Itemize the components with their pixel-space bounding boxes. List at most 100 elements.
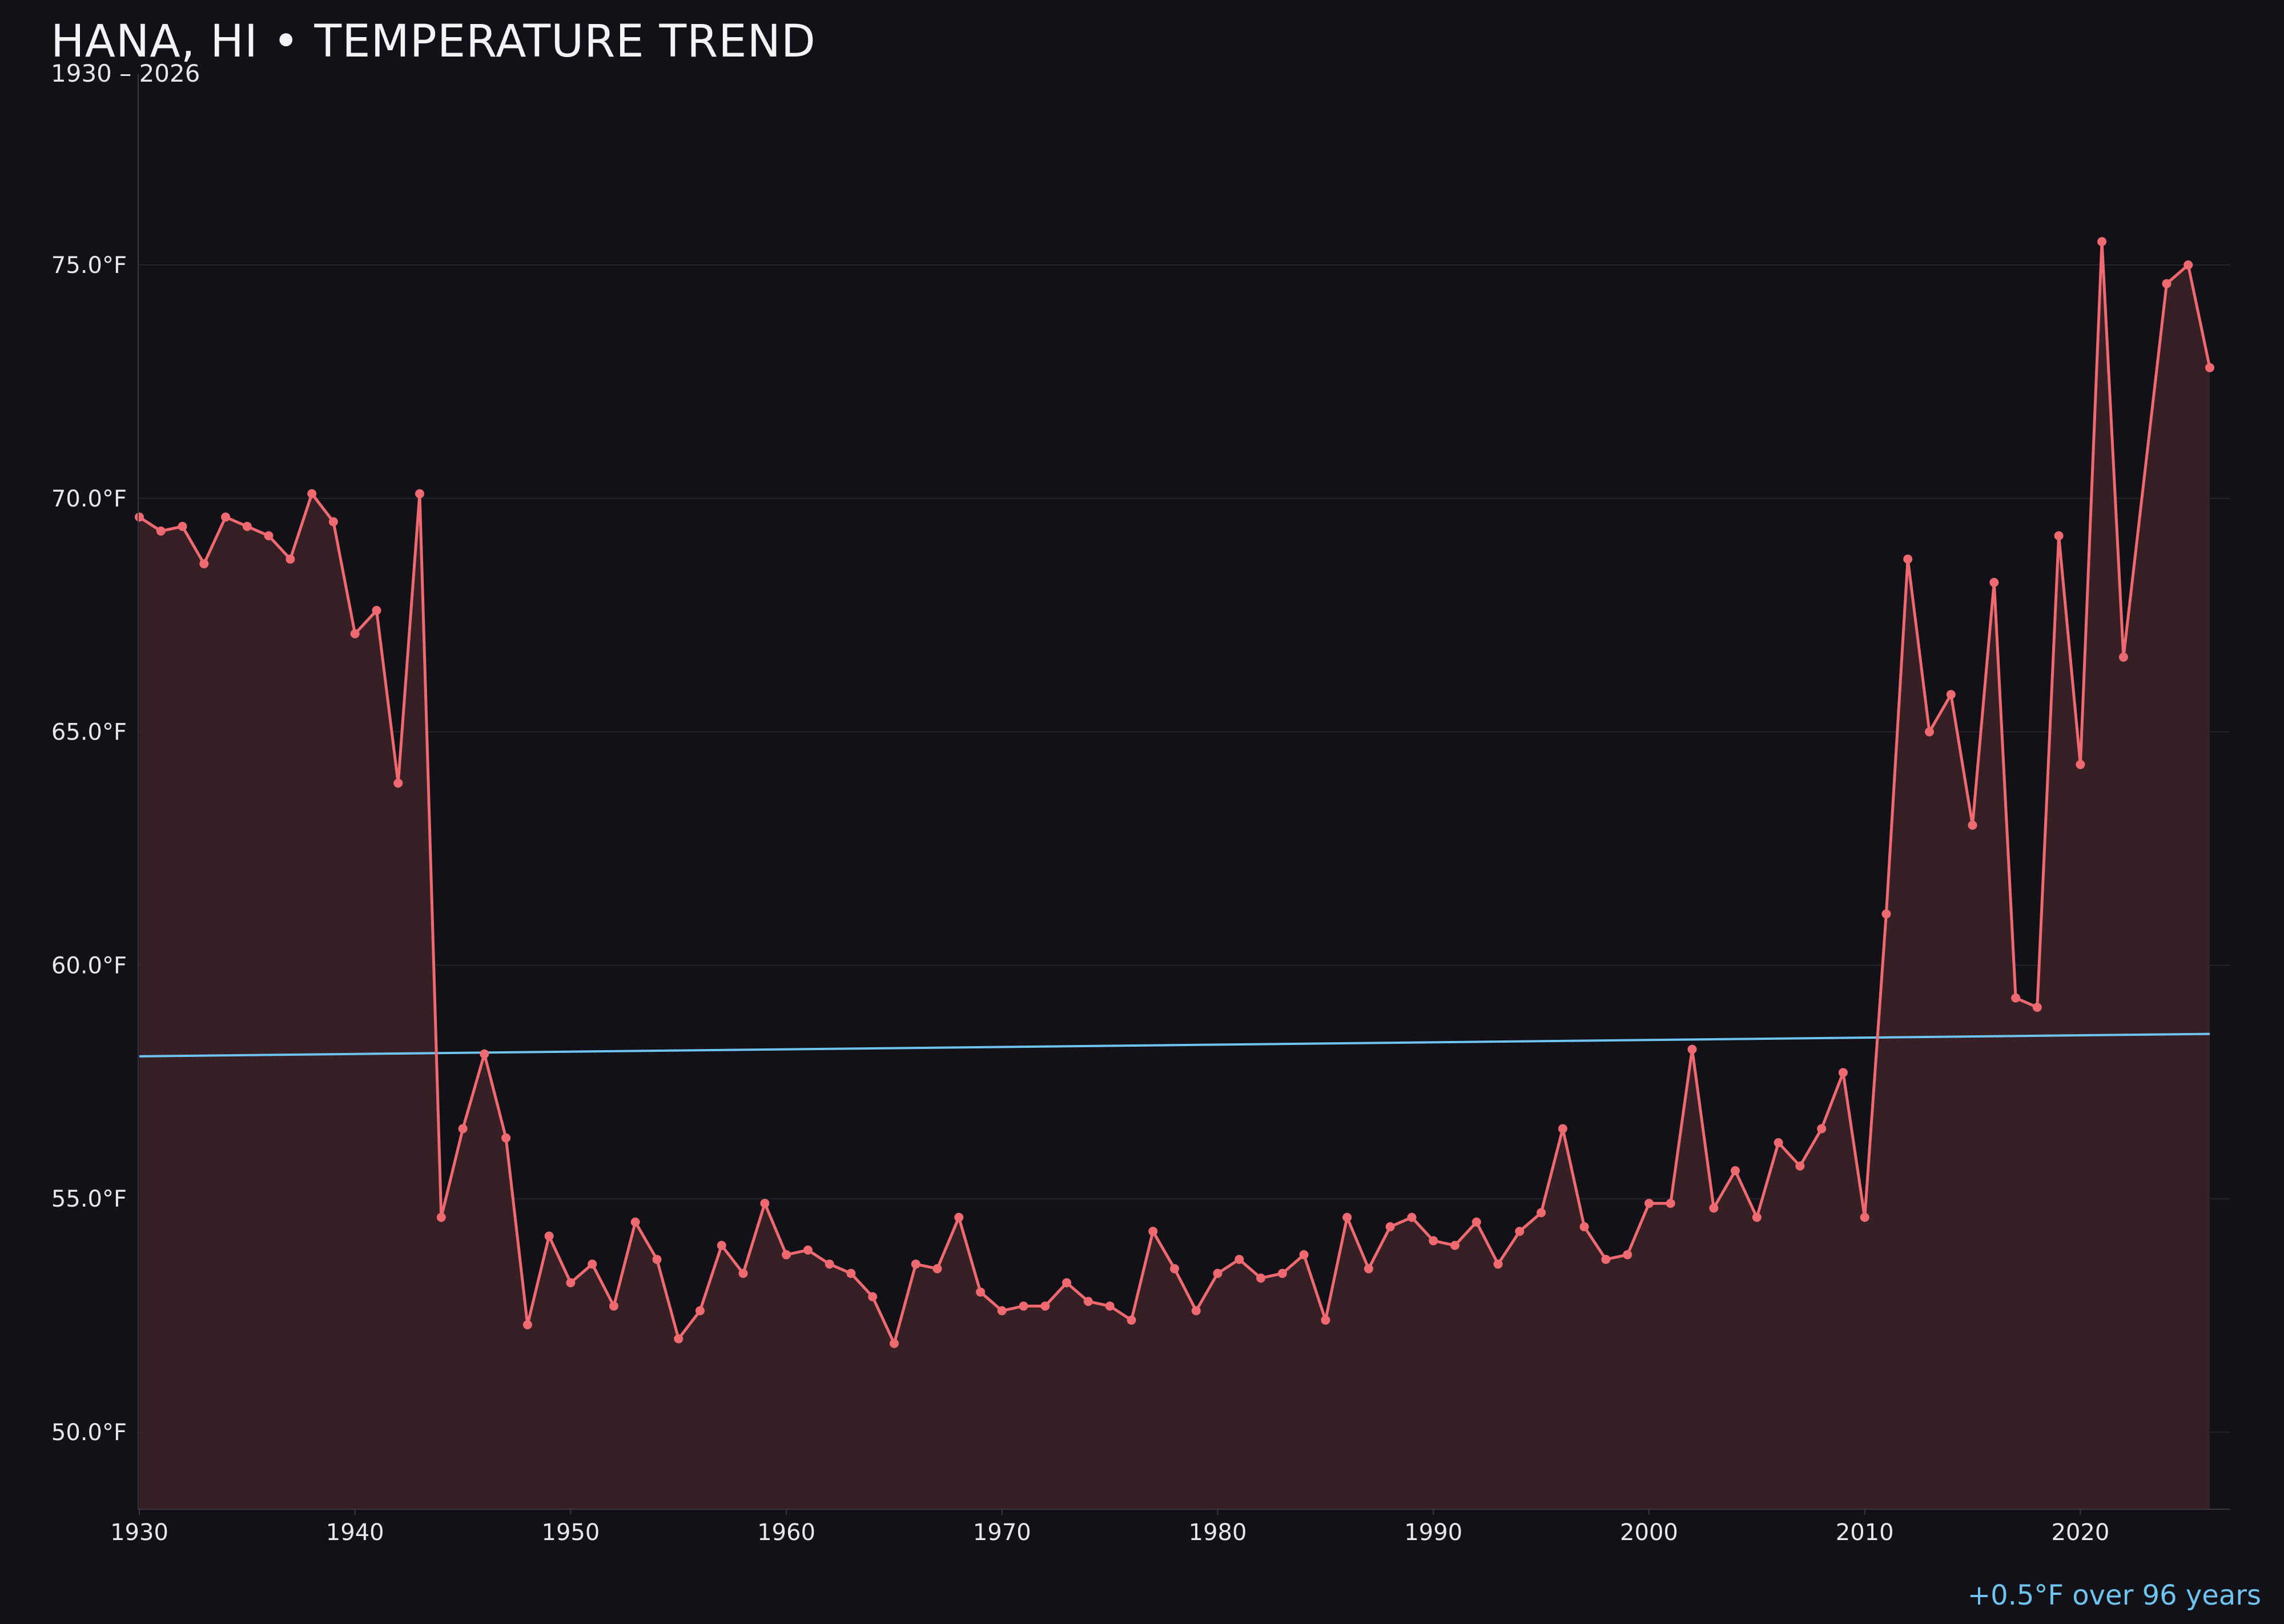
data-point [1774,1138,1783,1148]
data-point [1040,1301,1050,1311]
data-point [242,521,252,531]
data-point [868,1292,878,1301]
data-point [2162,279,2172,288]
data-point [2032,1003,2042,1012]
y-tick-label: 65.0°F [51,719,127,746]
data-point [286,554,295,564]
data-point [1817,1124,1827,1133]
data-point [1579,1222,1589,1232]
data-point [1558,1124,1567,1133]
data-point [1795,1161,1805,1171]
data-point [2118,652,2128,662]
data-point [2076,759,2085,769]
data-point [436,1212,446,1222]
data-point [1731,1166,1740,1176]
data-point [1881,909,1891,919]
data-point [372,606,381,615]
temperature-series-line [138,240,2211,1345]
y-tick-label: 55.0°F [51,1186,127,1212]
data-point [199,559,209,569]
data-point [221,512,231,522]
data-point [1321,1315,1330,1325]
data-point [522,1320,532,1329]
data-point [1687,1044,1697,1054]
data-point [1903,554,1913,564]
data-point [674,1334,683,1344]
data-point [458,1124,468,1133]
data-point [1601,1255,1611,1264]
data-point [307,489,317,499]
data-point [825,1259,834,1269]
data-point [1946,690,1956,700]
data-point [1235,1255,1244,1264]
x-tick-label: 1990 [1404,1520,1462,1546]
data-point [1062,1278,1072,1288]
data-point [976,1287,986,1297]
data-point [1515,1227,1525,1236]
data-point [1471,1217,1481,1227]
data-point [652,1255,662,1264]
data-point [415,489,424,499]
data-point [1450,1241,1459,1250]
data-point [1083,1297,1093,1307]
y-tick-label: 50.0°F [51,1420,127,1446]
data-point [717,1241,726,1250]
chart-title: HANA, HI • TEMPERATURE TREND [51,16,816,67]
area-fill [139,242,2210,1509]
data-point [1019,1301,1028,1311]
x-tick-label: 1930 [110,1520,168,1546]
x-tick-label: 1980 [1189,1520,1247,1546]
data-point [1148,1227,1158,1236]
temperature-area [139,242,2210,1509]
data-point [1299,1250,1309,1260]
data-point [566,1278,576,1288]
data-point [738,1269,748,1278]
data-point [1709,1203,1719,1213]
data-point [2184,260,2193,270]
data-point [501,1133,511,1143]
x-tick-label: 1970 [973,1520,1031,1546]
x-tick-label: 1960 [757,1520,815,1546]
data-point [1537,1208,1546,1217]
data-point [1170,1264,1179,1273]
data-point [911,1259,920,1269]
data-point [760,1199,770,1208]
data-point [846,1269,856,1278]
data-point [1838,1068,1848,1078]
data-point [2011,993,2021,1003]
data-point [480,1049,489,1059]
data-point [609,1301,618,1311]
data-point [997,1306,1007,1316]
data-point [1277,1269,1287,1278]
data-point [1925,727,1934,737]
data-point [1429,1236,1438,1245]
data-point [1213,1269,1223,1278]
data-point [1968,821,1977,830]
data-point [1127,1315,1136,1325]
data-point [393,778,403,788]
series-line-group [138,240,2211,1345]
data-point [2205,363,2214,372]
data-point [1752,1212,1762,1222]
data-point [328,517,338,526]
data-point [1105,1301,1115,1311]
data-point [1623,1250,1632,1260]
data-point [1860,1212,1869,1222]
data-point [932,1264,942,1273]
data-point [1666,1199,1675,1208]
data-point [1989,578,1999,587]
data-point [350,629,360,638]
data-point [782,1250,791,1260]
data-point [2054,531,2064,541]
data-point [178,521,187,531]
y-tick-label: 60.0°F [51,952,127,979]
y-tick-label: 70.0°F [51,486,127,512]
data-point [695,1306,705,1316]
data-point [1644,1199,1654,1208]
data-point [1191,1306,1201,1316]
data-point [954,1212,964,1222]
data-point [544,1231,554,1241]
data-point [1385,1222,1395,1232]
data-point [1364,1264,1373,1273]
